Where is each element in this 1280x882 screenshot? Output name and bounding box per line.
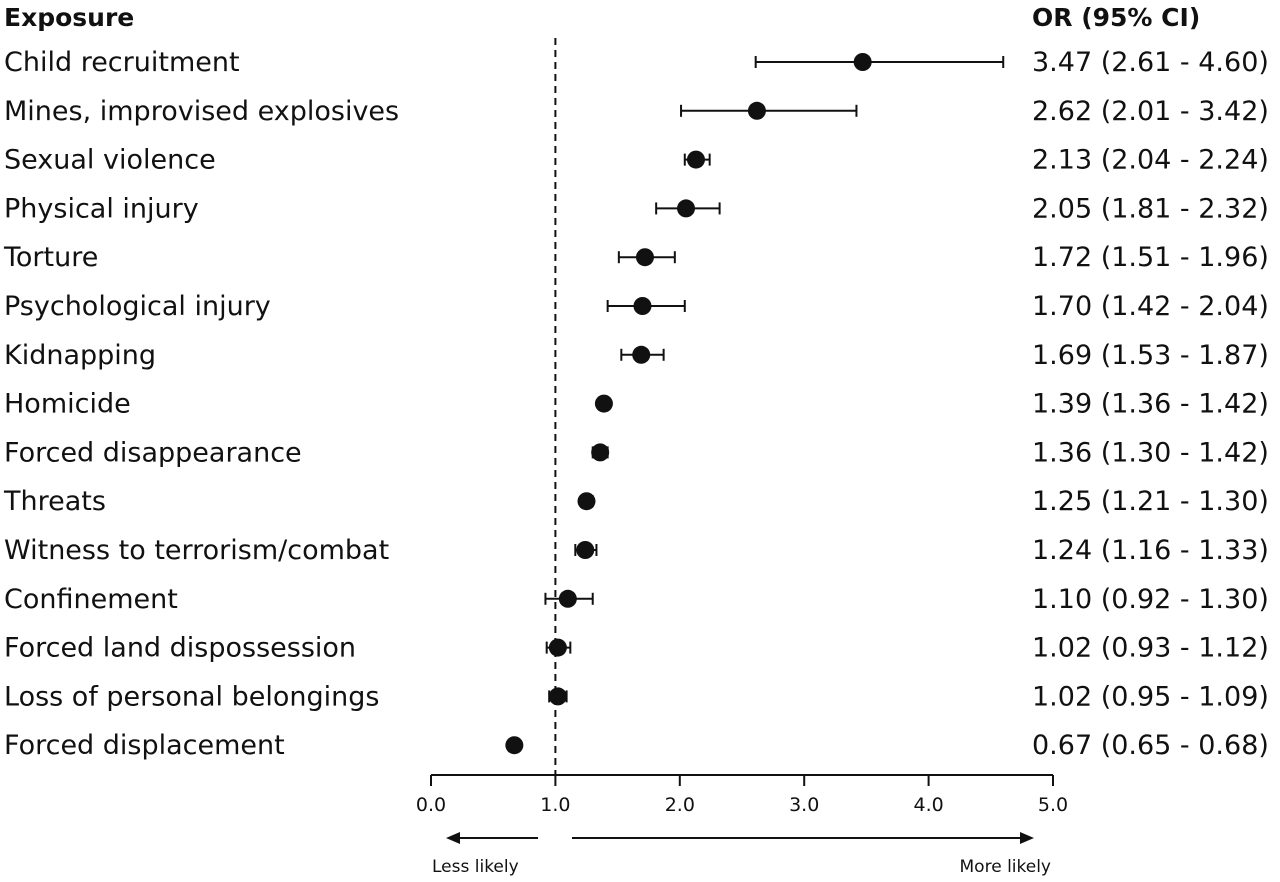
or-ci-value: 2.62 (2.01 - 3.42) xyxy=(1032,96,1269,127)
x-tick-label: 5.0 xyxy=(1038,794,1068,816)
forest-row: Physical injury 2.05 (1.81 - 2.32) xyxy=(4,193,1269,224)
exposure-label: Homicide xyxy=(4,389,131,420)
less-likely-arrowhead xyxy=(446,832,460,844)
forest-row: Forced displacement 0.67 (0.65 - 0.68) xyxy=(4,730,1269,761)
forest-row: Child recruitment 3.47 (2.61 - 4.60) xyxy=(4,47,1269,78)
x-tick-label: 2.0 xyxy=(665,794,695,816)
or-ci-value: 1.36 (1.30 - 1.42) xyxy=(1032,437,1269,468)
exposure-label: Mines, improvised explosives xyxy=(4,96,399,127)
exposure-label: Child recruitment xyxy=(4,47,240,78)
odds-ratio-point xyxy=(677,199,696,218)
forest-row: Loss of personal belongings 1.02 (0.95 - … xyxy=(4,681,1269,712)
exposure-label: Kidnapping xyxy=(4,340,156,371)
direction-arrows: Less likely More likely xyxy=(432,832,1051,877)
x-tick-label: 3.0 xyxy=(789,794,819,816)
or-ci-value: 3.47 (2.61 - 4.60) xyxy=(1032,47,1269,78)
exposure-label: Witness to terrorism/combat xyxy=(4,535,389,566)
or-ci-value: 1.02 (0.93 - 1.12) xyxy=(1032,633,1269,664)
or-ci-value: 1.39 (1.36 - 1.42) xyxy=(1032,389,1269,420)
x-tick-label: 1.0 xyxy=(540,794,570,816)
or-ci-value: 2.05 (1.81 - 2.32) xyxy=(1032,193,1269,224)
or-ci-header: OR (95% CI) xyxy=(1032,3,1200,32)
or-ci-value: 1.10 (0.92 - 1.30) xyxy=(1032,584,1269,615)
forest-row: Threats 1.25 (1.21 - 1.30) xyxy=(3,486,1269,517)
or-ci-value: 2.13 (2.04 - 2.24) xyxy=(1032,145,1269,176)
exposure-label: Loss of personal belongings xyxy=(4,681,379,712)
odds-ratio-point xyxy=(577,492,596,511)
odds-ratio-point xyxy=(747,101,766,120)
exposure-header: Exposure xyxy=(4,3,134,32)
x-tick-label: 4.0 xyxy=(913,794,943,816)
or-ci-value: 1.24 (1.16 - 1.33) xyxy=(1032,535,1269,566)
exposure-label: Psychological injury xyxy=(4,291,271,322)
exposure-label: Threats xyxy=(3,486,106,517)
forest-row: Mines, improvised explosives 2.62 (2.01 -… xyxy=(4,96,1269,127)
or-ci-value: 0.67 (0.65 - 0.68) xyxy=(1032,730,1269,761)
forest-row: Homicide 1.39 (1.36 - 1.42) xyxy=(4,389,1269,420)
forest-row: Forced disappearance 1.36 (1.30 - 1.42) xyxy=(4,437,1269,468)
forest-row: Witness to terrorism/combat 1.24 (1.16 - … xyxy=(4,535,1269,566)
more-likely-arrowhead xyxy=(1020,832,1034,844)
forest-row: Forced land dispossession 1.02 (0.93 - 1.… xyxy=(4,633,1269,664)
or-ci-value: 1.72 (1.51 - 1.96) xyxy=(1032,242,1269,273)
exposure-label: Physical injury xyxy=(4,193,199,224)
odds-ratio-point xyxy=(853,53,872,71)
or-ci-value: 1.25 (1.21 - 1.30) xyxy=(1032,486,1269,517)
odds-ratio-point xyxy=(591,443,610,462)
forest-row: Sexual violence 2.13 (2.04 - 2.24) xyxy=(4,145,1269,176)
or-ci-value: 1.02 (0.95 - 1.09) xyxy=(1032,681,1269,712)
forest-row: Psychological injury 1.70 (1.42 - 2.04) xyxy=(4,291,1269,322)
more-likely-label: More likely xyxy=(960,857,1051,877)
odds-ratio-point xyxy=(505,736,524,755)
less-likely-label: Less likely xyxy=(432,857,519,877)
odds-ratio-point xyxy=(548,638,567,657)
exposure-label: Forced disappearance xyxy=(4,437,302,468)
x-tick-label: 0.0 xyxy=(416,794,446,816)
exposure-label: Torture xyxy=(3,242,98,273)
exposure-label: Forced land dispossession xyxy=(4,633,356,664)
or-ci-value: 1.70 (1.42 - 2.04) xyxy=(1032,291,1269,322)
odds-ratio-point xyxy=(635,248,654,267)
odds-ratio-point xyxy=(686,150,705,169)
odds-ratio-point xyxy=(576,541,595,559)
odds-ratio-point xyxy=(594,394,613,413)
odds-ratio-point xyxy=(632,345,651,364)
odds-ratio-point xyxy=(633,297,652,315)
odds-ratio-point xyxy=(558,589,577,608)
exposure-label: Confinement xyxy=(4,584,178,615)
exposure-label: Sexual violence xyxy=(4,145,216,176)
odds-ratio-point xyxy=(548,687,567,706)
exposure-label: Forced displacement xyxy=(4,730,285,761)
forest-row: Confinement 1.10 (0.92 - 1.30) xyxy=(4,584,1269,615)
rows-layer: Child recruitment 3.47 (2.61 - 4.60) Mines… xyxy=(3,47,1269,761)
x-axis: 0.0 1.0 2.0 3.0 4.0 5.0 xyxy=(416,774,1068,816)
or-ci-value: 1.69 (1.53 - 1.87) xyxy=(1032,340,1269,371)
forest-row: Torture 1.72 (1.51 - 1.96) xyxy=(3,242,1269,273)
forest-row: Kidnapping 1.69 (1.53 - 1.87) xyxy=(4,340,1269,371)
